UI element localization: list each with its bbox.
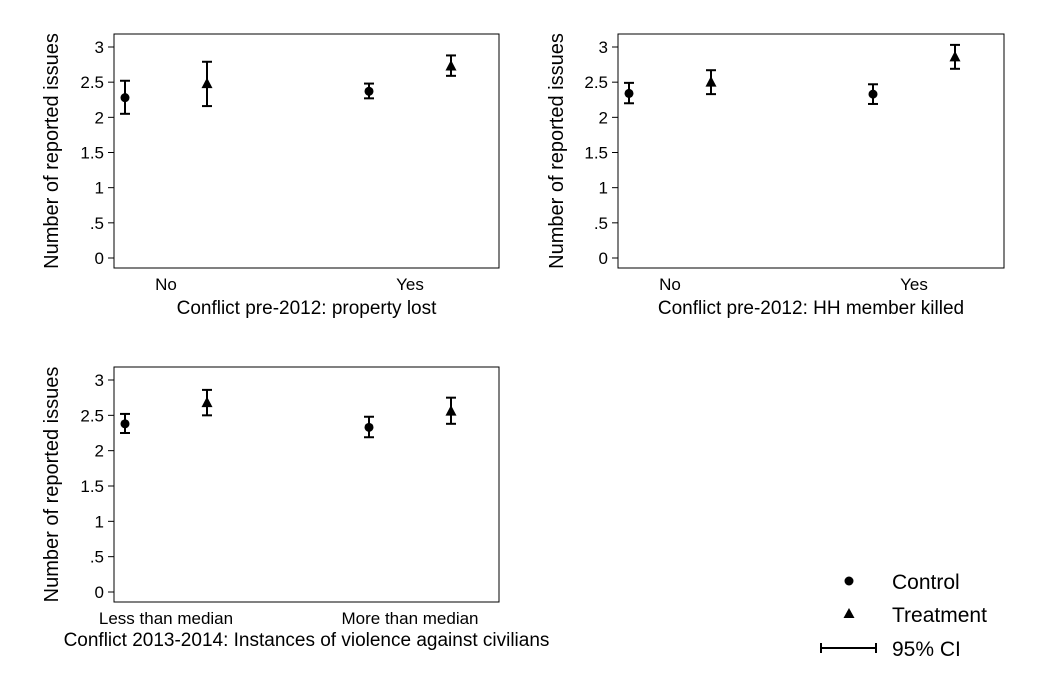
x-tick-label: Less than median [99,609,233,628]
x-tick-label: No [659,275,681,294]
legend-treatment-marker [843,608,855,618]
legend-treatment-label: Treatment [892,604,987,627]
y-tick-label: 2.5 [584,73,608,92]
y-tick-label: .5 [90,548,104,567]
treatment-point [445,59,457,71]
control-point [624,88,634,98]
x-axis-label: Conflict pre-2012: property lost [177,298,438,319]
y-tick-label: 3 [95,371,104,390]
y-axis-label: Number of reported issues [41,33,63,269]
y-tick-label: 0 [95,249,104,268]
plot-frame [113,33,500,269]
treatment-point [705,76,717,87]
y-tick-label: 0 [599,249,608,268]
x-axis-label: Conflict 2013-2014: Instances of violenc… [64,630,550,651]
chart-panel-1: 0 .5 1 1.5 2 2.5 3 No Yes Number of reported issu… [41,33,500,319]
chart-panel-2: 0 .5 1 1.5 2 2.5 3 No Yes Number of reported issu… [546,33,1005,319]
y-tick-label: .5 [90,214,104,233]
legend-control-marker [844,576,854,586]
y-tick-label: 2.5 [80,73,104,92]
plot-frame [617,33,1005,269]
legend-control-label: Control [892,571,960,594]
y-tick-label: 2 [95,442,104,461]
y-tick-label: 1.5 [80,477,104,496]
plot-frame [113,366,500,603]
x-tick-label: Yes [900,275,928,294]
x-tick-label: No [155,275,177,294]
y-tick-label: 0 [95,583,104,602]
control-point [120,419,130,429]
legend-ci-label: 95% CI [892,638,961,661]
y-axis-label: Number of reported issues [41,367,63,603]
legend: Control Treatment 95% CI [820,571,987,661]
y-tick-label: 2 [599,108,608,127]
x-tick-label: Yes [396,275,424,294]
treatment-point [201,396,213,408]
y-tick-label: 3 [599,38,608,57]
control-point [364,86,374,96]
y-tick-label: 2 [95,108,104,127]
y-tick-label: 3 [95,38,104,57]
y-axis-label: Number of reported issues [546,33,568,269]
y-tick-label: 1.5 [80,144,104,163]
y-tick-label: 1.5 [584,144,608,163]
y-tick-label: 2.5 [80,406,104,425]
control-point [868,89,878,99]
treatment-point [949,50,961,62]
y-tick-label: 1 [95,512,104,531]
control-point [364,422,374,432]
legend-ci-marker [820,643,877,653]
x-axis-label: Conflict pre-2012: HH member killed [658,298,964,319]
control-point [120,93,130,103]
y-tick-label: .5 [594,214,608,233]
y-tick-label: 1 [599,179,608,198]
y-tick-label: 1 [95,179,104,198]
treatment-point [201,77,213,89]
x-tick-label: More than median [341,609,478,628]
treatment-point [445,405,457,416]
chart-panel-3: 0 .5 1 1.5 2 2.5 3 Less than median More than me… [41,366,550,651]
